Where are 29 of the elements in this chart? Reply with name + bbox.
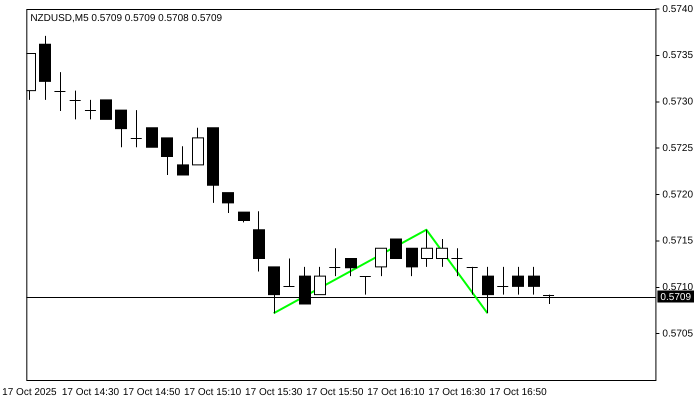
- candlestick: [84, 99, 96, 120]
- y-tick-label: 0.5720: [662, 189, 694, 200]
- candlestick: [130, 110, 142, 148]
- candlestick: [496, 266, 509, 296]
- x-tick-label: 17 Oct 14:30: [62, 386, 120, 398]
- x-tick-label: 17 Oct 16:10: [367, 386, 425, 398]
- x-tick-label: 17 Oct 15:30: [245, 386, 303, 398]
- candlestick: [450, 248, 463, 277]
- y-tick-label: 0.5710: [662, 282, 694, 293]
- candlestick: [466, 266, 478, 296]
- candlestick: [54, 72, 66, 112]
- y-tick-label: 0.5730: [662, 96, 694, 108]
- x-tick-label: 17 Oct 16:30: [428, 386, 486, 398]
- x-tick-label: 17 Oct 16:50: [489, 386, 548, 398]
- y-tick-label: 0.5725: [662, 142, 694, 154]
- y-tick-label: 0.5740: [662, 4, 694, 15]
- y-tick-label: 0.5705: [662, 328, 694, 340]
- ref-line-label: 0.5709: [660, 292, 692, 303]
- candlestick: [282, 258, 295, 287]
- y-tick-label: 0.5735: [662, 50, 694, 62]
- x-tick-label: 17 Oct 15:10: [184, 386, 242, 398]
- chart-title: NZDUSD,M5 0.5709 0.5709 0.5708 0.5709: [30, 12, 223, 24]
- candlestick: [359, 276, 372, 296]
- candlestick: [328, 248, 341, 277]
- x-tick-label: 17 Oct 2025: [2, 386, 58, 398]
- y-tick-label: 0.5715: [662, 236, 694, 247]
- x-tick-label: 17 Oct 15:50: [306, 386, 364, 398]
- candlestick: [69, 90, 82, 120]
- x-tick-label: 17 Oct 14:50: [122, 386, 181, 398]
